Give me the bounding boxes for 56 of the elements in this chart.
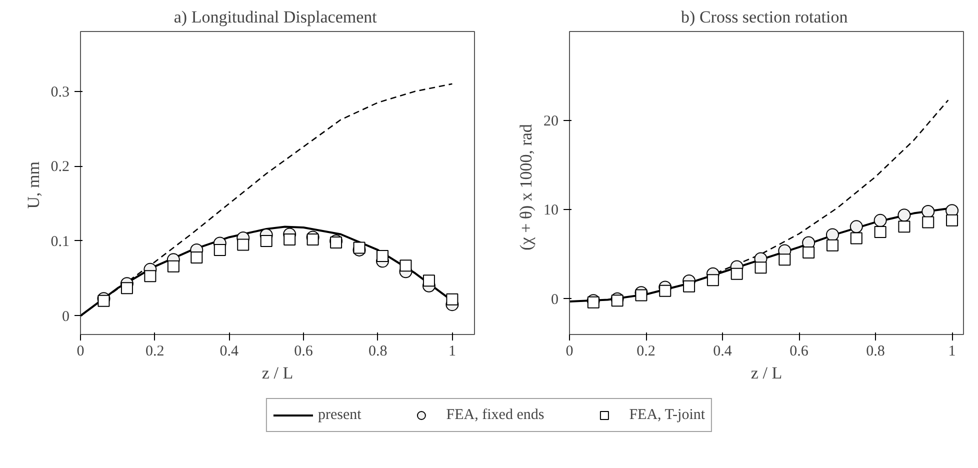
point (422, 274, 435, 287)
legend-label: FEA, fixed ends (446, 406, 544, 424)
x-tick-label: 0.4 (713, 344, 732, 360)
point (922, 205, 935, 218)
point (376, 250, 389, 262)
chart-title: b) Cross section rotation (681, 8, 848, 26)
x-tick-label: 0.6 (790, 344, 809, 360)
point (826, 228, 839, 242)
point (611, 294, 624, 307)
x-axis-title: z / L (750, 364, 782, 382)
x-tick-label: 0 (566, 344, 574, 360)
point (306, 233, 319, 246)
x-tick-label: 1 (448, 344, 456, 360)
point (754, 262, 767, 274)
x-tick-label: 0.2 (145, 344, 164, 360)
x-tick-label: 0.2 (636, 344, 656, 360)
point (730, 268, 743, 280)
y-tick-label: 0 (551, 292, 558, 308)
point (120, 282, 133, 294)
y-axis-title: (χ + θ) x 1000, rad (516, 124, 536, 250)
x-tick-label: 0.4 (220, 344, 240, 360)
point (659, 284, 672, 297)
point (260, 234, 272, 247)
point (898, 208, 911, 222)
point (144, 270, 156, 282)
x-tick-label: 1 (948, 344, 956, 360)
y-axis-title: U, mm (24, 162, 43, 209)
y-tick-label: 10 (544, 202, 558, 219)
point (284, 233, 296, 246)
point (683, 280, 696, 292)
legend-label: FEA, T-joint (629, 406, 706, 424)
y-tick-label: 0.3 (50, 84, 70, 100)
point (778, 254, 791, 266)
x-axis-title: z / L (262, 364, 294, 382)
chart-title: a) Longitudinal Displacement (174, 8, 378, 26)
point (98, 294, 110, 307)
y-tick-label: 0.1 (50, 234, 70, 250)
point (706, 274, 719, 286)
point (874, 214, 887, 227)
x-tick-label: 0 (76, 344, 84, 360)
x-tick-label: 0.6 (294, 344, 314, 360)
point (237, 238, 250, 251)
point (400, 260, 412, 272)
point (635, 289, 648, 302)
point (353, 242, 366, 254)
point (167, 260, 180, 272)
legend-label: present (318, 406, 362, 424)
x-tick-label: 0.8 (368, 344, 388, 360)
point (190, 251, 203, 264)
point (214, 244, 226, 256)
y-tick-label: 0 (62, 308, 70, 325)
x-tick-label: 0.8 (866, 344, 885, 360)
point (850, 220, 863, 234)
point (446, 293, 458, 306)
y-tick-label: 20 (544, 114, 558, 130)
y-tick-label: 0.2 (50, 159, 70, 176)
